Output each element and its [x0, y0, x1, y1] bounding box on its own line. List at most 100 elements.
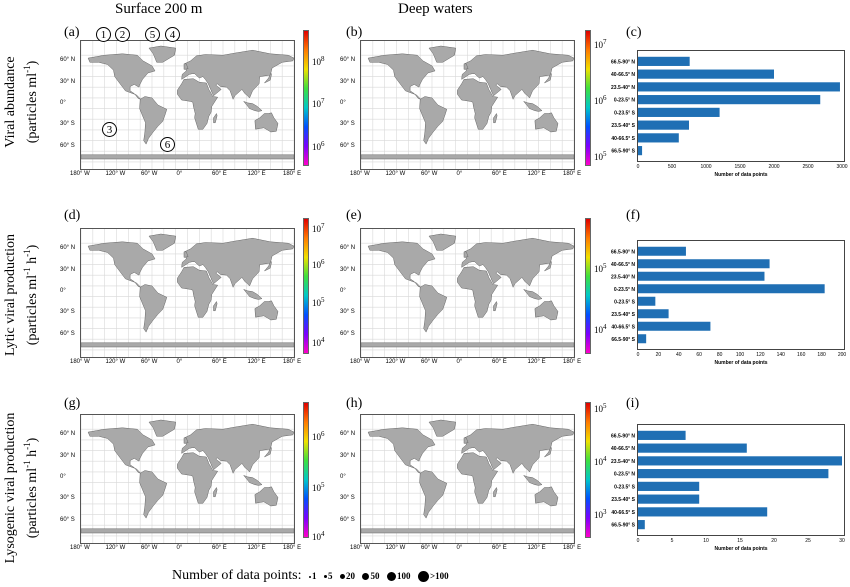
map-lon-tick: 120° W	[385, 545, 406, 551]
continent-shape	[463, 63, 469, 70]
unit-text: (particles ml	[24, 467, 40, 539]
map-lat-tick: 60° N	[340, 245, 356, 252]
map-lon-tick: 60° W	[141, 359, 158, 365]
map-lon-tick: 120° W	[105, 359, 126, 365]
x-tick-label: 0	[637, 352, 640, 358]
bar	[638, 82, 840, 92]
x-tick-label: 120	[756, 352, 765, 358]
cbar-d-tick-0-base: 10	[312, 224, 321, 234]
category-label: 66.5-90° S	[611, 523, 635, 529]
map-lon-tick: 120° E	[247, 359, 266, 365]
cbar-a-tick-2: 106	[312, 140, 325, 152]
cbar-a-tick-0: 108	[312, 55, 325, 67]
unit-sup: -1	[22, 267, 33, 275]
unit-sup: -1	[22, 65, 33, 73]
bar	[638, 296, 656, 306]
bar	[638, 481, 700, 491]
cbar-b-tick-2-base: 10	[594, 152, 603, 162]
x-tick-label: 3000	[836, 164, 847, 170]
continent-shape	[534, 112, 559, 133]
map-lat-tick: 60° S	[60, 516, 75, 523]
continent-shape	[181, 423, 294, 474]
row-label-line2: (particles ml-1 h-1)	[19, 413, 41, 564]
category-label: 40-66.5° N	[611, 446, 635, 452]
map-lon-tick: 0°	[456, 359, 463, 365]
bar	[638, 246, 686, 256]
map-surface-lytic	[80, 228, 295, 358]
x-tick-label: 2000	[768, 164, 779, 170]
cbar-b-tick-1-exp: 6	[603, 94, 607, 102]
map-lon-tick: 180° W	[70, 359, 90, 365]
category-label: 66.5-90° S	[611, 337, 635, 343]
continent-shape	[81, 154, 294, 160]
region-number-4: 4	[165, 27, 180, 42]
cbar-e-tick-0: 105	[594, 262, 607, 274]
x-tick-label: 80	[717, 352, 723, 358]
unit-sup2: -1	[22, 442, 33, 450]
panel-label-h: (h)	[346, 396, 363, 411]
map-lat-tick: 60° N	[60, 245, 76, 252]
category-label: 0-23.5° N	[614, 287, 636, 293]
x-tick-label: 2500	[802, 164, 813, 170]
category-label: 0-23.5° S	[614, 484, 636, 490]
panel-label-f: (f)	[626, 208, 640, 223]
world-map-svg	[361, 41, 574, 169]
continent-shape	[139, 284, 168, 333]
panel-label-b: (b)	[346, 25, 363, 40]
row-label-viral-abundance: Viral abundance (particles ml-1)	[3, 56, 41, 147]
bar	[638, 443, 747, 453]
unit-mid: h	[24, 449, 40, 461]
continent-shape	[148, 45, 176, 63]
map-lon-tick: 60° W	[141, 171, 158, 177]
cbar-g-tick-0: 106	[312, 430, 325, 442]
map-lon-tick: 60° E	[212, 171, 227, 177]
cbar-a-tick-2-exp: 6	[321, 140, 325, 148]
bar	[638, 69, 774, 79]
category-label: 66.5-90° N	[611, 249, 635, 255]
unit-mid: h	[24, 256, 40, 268]
map-lon-tick: 180° W	[70, 171, 90, 177]
x-tick-label: 0	[637, 538, 640, 544]
colorbar-e	[585, 218, 591, 354]
continent-shape	[544, 72, 552, 84]
legend-item-gt100: >100	[417, 571, 449, 583]
map-lon-tick: 60° E	[492, 171, 507, 177]
cbar-e-tick-1-base: 10	[594, 325, 603, 335]
map-lon-tick: 60° W	[421, 171, 438, 177]
map-lat-tick: 60° S	[340, 516, 355, 523]
x-tick-label: 60	[696, 352, 702, 358]
category-label: 23.5-40° N	[611, 85, 635, 91]
bar	[638, 133, 679, 143]
map-lon-tick: 120° W	[105, 171, 126, 177]
map-lon-tick: 0°	[456, 545, 463, 551]
map-lon-tick: 0°	[456, 171, 463, 177]
x-tick-label: 200	[838, 352, 847, 358]
map-lat-tick: 60° S	[340, 142, 355, 149]
map-lat-tick: 60° N	[340, 57, 356, 64]
cbar-e-tick-1-exp: 4	[603, 323, 607, 331]
legend-item-50: 50	[362, 571, 379, 581]
row-label-line2: (particles ml-1)	[19, 56, 41, 147]
world-map-svg	[361, 229, 574, 357]
category-label: 0-23.5° N	[614, 472, 636, 478]
cbar-d-tick-1: 106	[312, 258, 325, 270]
region-number-5: 5	[145, 27, 160, 42]
row-label-line2: (particles ml-1 h-1)	[19, 234, 41, 356]
bar	[638, 95, 821, 105]
region-number-1: 1	[96, 27, 111, 42]
map-lat-tick: 30° S	[60, 495, 75, 502]
cbar-b-tick-2-exp: 5	[603, 150, 607, 158]
bar	[638, 107, 720, 117]
continent-shape	[177, 78, 219, 130]
bar-chart-svg: 66.5-90° N 40-66.5° N 23.5-40° N 0-23.5° N 0…	[611, 430, 845, 552]
map-lon-tick: 60° E	[212, 545, 227, 551]
cbar-d-tick-3-exp: 4	[321, 336, 325, 344]
x-tick-label: 25	[805, 538, 811, 544]
legend-item-20: 20	[339, 571, 355, 581]
row-label-line1: Viral abundance	[3, 56, 19, 148]
bar	[638, 309, 669, 319]
continent-shape	[544, 260, 552, 272]
x-tick-label: 160	[797, 352, 806, 358]
map-lat-tick: 60° N	[60, 431, 76, 438]
map-lon-tick: 180° E	[563, 545, 582, 551]
